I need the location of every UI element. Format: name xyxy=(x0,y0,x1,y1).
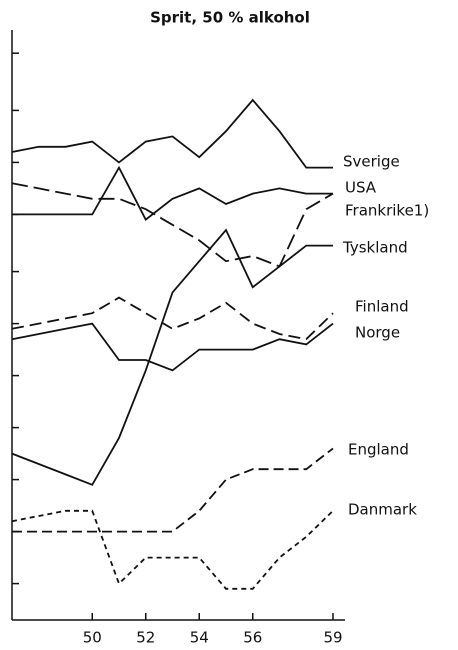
series-label: England xyxy=(348,441,409,459)
series-line xyxy=(11,98,333,169)
series-line xyxy=(11,182,334,268)
series-line xyxy=(11,509,334,590)
x-tick-label: 50 xyxy=(83,629,102,647)
chart-title: Sprit, 50 % alkohol xyxy=(150,9,310,27)
series-line xyxy=(12,165,333,221)
series-label: Frankrike1) xyxy=(345,202,429,220)
x-tick-label: 52 xyxy=(136,629,155,647)
series-line xyxy=(11,296,334,341)
series-label: Tyskland xyxy=(342,239,408,257)
series-label: Danmark xyxy=(348,501,417,519)
series-label: Finland xyxy=(355,298,409,316)
series-label: Sverige xyxy=(343,153,400,171)
series-label: Norge xyxy=(355,324,400,342)
series-line xyxy=(11,228,333,486)
series-label: USA xyxy=(345,179,377,197)
series-line xyxy=(11,322,334,372)
x-tick-label: 59 xyxy=(323,629,342,647)
x-tick-label: 54 xyxy=(190,629,209,647)
series-line xyxy=(12,447,334,533)
x-tick-label: 56 xyxy=(243,629,262,647)
